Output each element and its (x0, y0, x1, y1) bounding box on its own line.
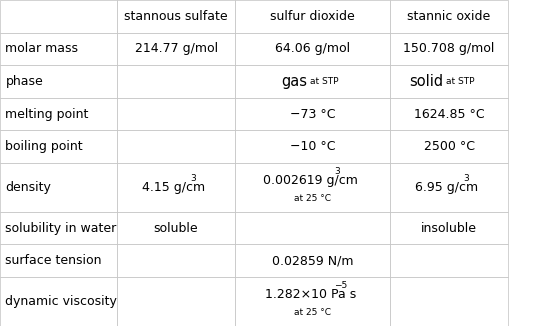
Bar (235, 65, 390, 98)
Text: dynamic viscosity: dynamic viscosity (5, 295, 117, 308)
Text: molar mass: molar mass (5, 42, 79, 55)
Bar (0, 33, 117, 65)
Text: 4.15 g/cm: 4.15 g/cm (143, 181, 205, 194)
Bar (117, 244, 235, 277)
Bar (0, 130, 117, 163)
Text: stannous sulfate: stannous sulfate (124, 10, 228, 23)
Text: solubility in water: solubility in water (5, 222, 117, 235)
Bar (390, 65, 508, 98)
Bar (390, 130, 508, 163)
Bar (0, 98, 117, 130)
Bar (117, 130, 235, 163)
Text: 150.708 g/mol: 150.708 g/mol (403, 42, 495, 55)
Text: gas: gas (281, 74, 307, 89)
Bar (0, 212, 117, 244)
Bar (117, 0, 235, 33)
Bar (390, 98, 508, 130)
Bar (0, 244, 117, 277)
Bar (390, 33, 508, 65)
Bar (235, 98, 390, 130)
Text: soluble: soluble (154, 222, 198, 235)
Bar (0, 65, 117, 98)
Text: 3: 3 (464, 174, 470, 183)
Bar (235, 244, 390, 277)
Bar (117, 163, 235, 212)
Text: 3: 3 (191, 174, 197, 183)
Text: 2500 °C: 2500 °C (424, 140, 474, 153)
Bar (390, 0, 508, 33)
Bar (390, 244, 508, 277)
Text: sulfur dioxide: sulfur dioxide (270, 10, 355, 23)
Text: at 25 °C: at 25 °C (294, 308, 331, 317)
Bar (0, 0, 117, 33)
Bar (235, 0, 390, 33)
Bar (235, 130, 390, 163)
Text: phase: phase (5, 75, 43, 88)
Bar (117, 212, 235, 244)
Bar (235, 33, 390, 65)
Text: insoluble: insoluble (421, 222, 477, 235)
Text: −10 °C: −10 °C (290, 140, 335, 153)
Bar (117, 277, 235, 326)
Text: at STP: at STP (447, 77, 475, 86)
Text: 214.77 g/mol: 214.77 g/mol (134, 42, 218, 55)
Bar (235, 277, 390, 326)
Text: −73 °C: −73 °C (290, 108, 335, 121)
Text: 64.06 g/mol: 64.06 g/mol (275, 42, 350, 55)
Text: 1.282×10 Pa s: 1.282×10 Pa s (265, 288, 356, 301)
Text: 0.02859 N/m: 0.02859 N/m (272, 254, 353, 267)
Text: at STP: at STP (310, 77, 339, 86)
Bar (117, 98, 235, 130)
Text: 0.002619 g/cm: 0.002619 g/cm (263, 174, 358, 186)
Text: 1624.85 °C: 1624.85 °C (414, 108, 484, 121)
Bar (117, 33, 235, 65)
Text: stannic oxide: stannic oxide (407, 10, 491, 23)
Text: −5: −5 (334, 281, 347, 290)
Text: melting point: melting point (5, 108, 89, 121)
Bar (390, 277, 508, 326)
Text: solid: solid (410, 74, 443, 89)
Text: 6.95 g/cm: 6.95 g/cm (416, 181, 478, 194)
Text: at 25 °C: at 25 °C (294, 194, 331, 203)
Text: 3: 3 (334, 167, 340, 176)
Bar (117, 65, 235, 98)
Bar (235, 212, 390, 244)
Bar (235, 163, 390, 212)
Bar (0, 277, 117, 326)
Text: boiling point: boiling point (5, 140, 83, 153)
Text: density: density (5, 181, 51, 194)
Bar (390, 212, 508, 244)
Bar (390, 163, 508, 212)
Text: surface tension: surface tension (5, 254, 102, 267)
Bar (0, 163, 117, 212)
